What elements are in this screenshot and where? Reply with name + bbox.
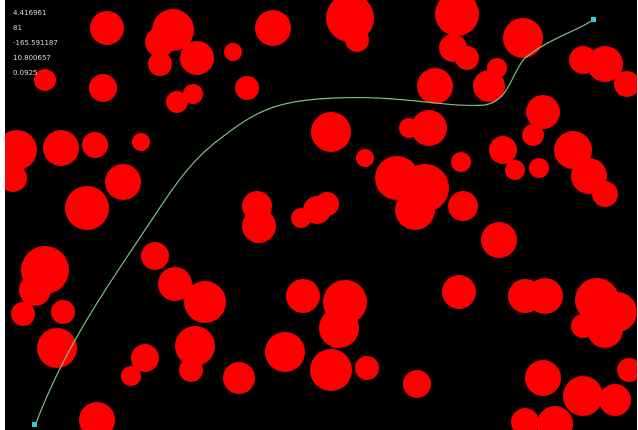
obstacle-circle	[511, 408, 539, 430]
obstacle-circle	[614, 71, 637, 97]
obstacle-circle	[411, 110, 447, 146]
obstacle-circle	[105, 164, 141, 200]
obstacle-circle	[121, 366, 141, 386]
obstacle-circle	[145, 27, 175, 57]
obstacle-circle	[11, 302, 35, 326]
obstacle-circle	[345, 28, 369, 52]
obstacle-circle	[522, 124, 544, 146]
obstacle-circle	[90, 11, 124, 45]
obstacle-circle	[529, 158, 549, 178]
obstacle-circle	[527, 278, 563, 314]
obstacle-circle	[141, 242, 169, 270]
obstacle-circle	[311, 112, 351, 152]
obstacle-circle	[34, 69, 56, 91]
obstacle-circle	[43, 130, 79, 166]
obstacle-circle	[537, 406, 573, 430]
obstacle-circle	[525, 360, 561, 396]
obstacle-circle	[451, 152, 471, 172]
obstacle-circle	[403, 370, 431, 398]
obstacle-circle	[617, 358, 637, 382]
obstacle-circle	[79, 402, 115, 430]
obstacle-circle	[355, 356, 379, 380]
obstacle-circle	[587, 46, 623, 82]
obstacle-circle	[356, 149, 374, 167]
obstacle-circle	[180, 41, 214, 75]
readout-line-3: -165.591187	[13, 39, 58, 47]
obstacle-circle	[315, 192, 339, 216]
readout-line-5: 0.0925	[13, 69, 38, 77]
obstacle-circle	[599, 384, 631, 416]
obstacle-circle	[448, 191, 478, 221]
obstacle-circle	[503, 18, 543, 58]
obstacle-circle	[235, 76, 259, 100]
goal-marker	[591, 17, 596, 22]
obstacle-circle	[571, 314, 595, 338]
obstacle-circle	[563, 376, 603, 416]
obstacle-circle	[265, 332, 305, 372]
obstacle-circle	[82, 132, 108, 158]
obstacle-circle	[19, 274, 51, 306]
obstacle-circle	[148, 52, 172, 76]
obstacle-circle	[395, 190, 435, 230]
obstacle-circle	[399, 118, 419, 138]
obstacle-circle	[224, 43, 242, 61]
obstacle-circle	[51, 300, 75, 324]
obstacle-circle	[166, 91, 188, 113]
obstacle-circle	[481, 222, 517, 258]
obstacle-circle	[417, 68, 453, 104]
obstacle-circle	[489, 136, 517, 164]
obstacle-circle	[5, 130, 37, 170]
obstacle-circle	[89, 74, 117, 102]
telemetry-readout: 4.416961 81 -165.591187 10.800657 0.0925	[13, 6, 58, 81]
scene-canvas	[5, 0, 637, 430]
readout-line-4: 10.800657	[13, 54, 51, 62]
obstacle-circle	[131, 344, 159, 372]
obstacle-circle	[223, 362, 255, 394]
obstacle-circle	[455, 46, 479, 70]
readout-line-2: 81	[13, 24, 22, 32]
obstacle-circle	[255, 10, 291, 46]
obstacle-circle	[592, 181, 618, 207]
planning-field[interactable]: 4.416961 81 -165.591187 10.800657 0.0925	[5, 0, 637, 430]
obstacle-circle	[505, 160, 525, 180]
obstacle-circle	[132, 133, 150, 151]
obstacle-circle	[310, 349, 352, 391]
obstacle-circle	[587, 312, 623, 348]
obstacle-circle	[65, 186, 109, 230]
obstacle-circle	[297, 280, 317, 300]
obstacle-circle	[435, 0, 479, 36]
planned-path	[34, 19, 594, 427]
obstacle-circle	[179, 358, 203, 382]
obstacle-circle	[526, 95, 560, 129]
obstacle-circle	[158, 267, 192, 301]
obstacle-circle	[37, 328, 77, 368]
obstacle-circle	[487, 58, 507, 78]
start-marker	[32, 422, 37, 427]
readout-line-1: 4.416961	[13, 9, 47, 17]
obstacle-circle	[442, 275, 476, 309]
obstacle-circle	[183, 84, 203, 104]
obstacle-circle	[184, 281, 226, 323]
obstacle-group	[5, 0, 637, 430]
obstacle-circle	[319, 308, 359, 348]
obstacle-circle	[242, 209, 276, 243]
obstacle-circle	[175, 326, 215, 366]
obstacle-circle	[5, 164, 27, 192]
